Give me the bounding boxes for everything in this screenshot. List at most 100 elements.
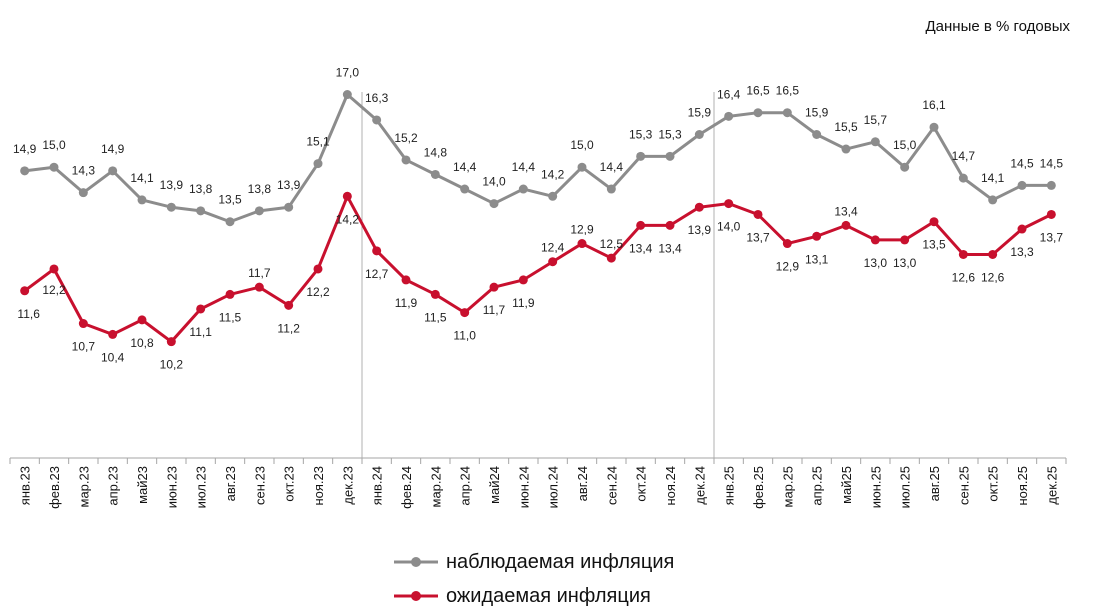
data-point-expected[interactable] [78, 319, 88, 329]
data-point-observed[interactable] [489, 199, 499, 209]
data-point-expected[interactable] [430, 289, 440, 299]
data-point-observed[interactable] [606, 184, 616, 194]
data-point-expected[interactable] [108, 329, 118, 339]
data-point-observed[interactable] [254, 206, 264, 216]
data-point-expected[interactable] [841, 220, 851, 230]
data-point-observed[interactable] [694, 130, 704, 140]
data-label-observed: 15,3 [629, 127, 653, 141]
year-separators [361, 92, 715, 458]
data-label-observed: 14,0 [482, 175, 506, 189]
data-label-expected: 10,8 [130, 336, 154, 350]
data-point-observed[interactable] [518, 184, 528, 194]
data-point-observed[interactable] [137, 195, 147, 205]
data-label-expected: 12,6 [952, 270, 976, 284]
data-label-observed: 15,0 [570, 138, 594, 152]
x-tick-label: дек.23 [340, 466, 355, 505]
data-point-observed[interactable] [812, 130, 822, 140]
data-point-expected[interactable] [166, 337, 176, 347]
data-point-expected[interactable] [548, 257, 558, 267]
data-point-expected[interactable] [1017, 224, 1027, 234]
data-point-expected[interactable] [401, 275, 411, 285]
data-point-observed[interactable] [665, 151, 675, 161]
data-label-observed: 14,9 [101, 142, 125, 156]
data-point-expected[interactable] [812, 231, 822, 241]
data-label-expected: 13,0 [893, 256, 917, 270]
data-point-expected[interactable] [225, 289, 235, 299]
data-point-expected[interactable] [137, 315, 147, 325]
data-point-expected[interactable] [489, 282, 499, 292]
data-point-expected[interactable] [254, 282, 264, 292]
data-label-observed: 15,9 [688, 106, 712, 120]
data-point-observed[interactable] [870, 137, 880, 147]
data-label-expected: 13,5 [922, 238, 946, 252]
data-point-observed[interactable] [958, 173, 968, 183]
data-point-observed[interactable] [313, 159, 323, 169]
x-tick-label: фев.23 [47, 466, 62, 509]
data-point-observed[interactable] [20, 166, 30, 176]
data-point-expected[interactable] [958, 249, 968, 259]
x-tick-label: окт.23 [282, 466, 297, 502]
data-point-expected[interactable] [724, 199, 734, 209]
data-point-observed[interactable] [108, 166, 118, 176]
data-label-expected: 12,6 [981, 270, 1005, 284]
data-point-observed[interactable] [430, 169, 440, 179]
data-point-observed[interactable] [196, 206, 206, 216]
data-point-observed[interactable] [988, 195, 998, 205]
legend-item-observed[interactable]: наблюдаемая инфляция [392, 545, 674, 579]
data-point-expected[interactable] [577, 239, 587, 249]
data-point-expected[interactable] [900, 235, 910, 245]
data-label-expected: 12,9 [570, 223, 594, 237]
data-point-observed[interactable] [342, 90, 352, 100]
data-label-expected: 10,7 [72, 340, 96, 354]
data-point-expected[interactable] [20, 286, 30, 296]
data-label-expected: 13,4 [834, 204, 858, 218]
data-point-expected[interactable] [1046, 209, 1056, 219]
data-point-observed[interactable] [1046, 180, 1056, 190]
data-point-observed[interactable] [900, 162, 910, 172]
data-point-expected[interactable] [49, 264, 59, 274]
data-point-observed[interactable] [1017, 180, 1027, 190]
data-point-expected[interactable] [313, 264, 323, 274]
legend-marker-expected [394, 591, 438, 601]
data-point-expected[interactable] [929, 217, 939, 227]
x-tick-label: ноя.23 [311, 466, 326, 506]
data-point-observed[interactable] [225, 217, 235, 227]
data-point-expected[interactable] [636, 220, 646, 230]
data-point-observed[interactable] [78, 188, 88, 198]
data-point-expected[interactable] [694, 202, 704, 212]
data-point-observed[interactable] [460, 184, 470, 194]
data-point-observed[interactable] [577, 162, 587, 172]
data-point-observed[interactable] [166, 202, 176, 212]
series-line-observed [24, 93, 1052, 224]
data-point-observed[interactable] [284, 202, 294, 212]
data-label-expected: 11,9 [395, 296, 418, 310]
data-point-observed[interactable] [636, 151, 646, 161]
data-point-expected[interactable] [870, 235, 880, 245]
data-point-observed[interactable] [841, 144, 851, 154]
data-point-observed[interactable] [724, 111, 734, 121]
data-point-expected[interactable] [665, 220, 675, 230]
x-tick-label: июн.23 [164, 466, 179, 508]
data-point-observed[interactable] [401, 155, 411, 165]
data-point-observed[interactable] [372, 115, 382, 125]
data-point-observed[interactable] [49, 162, 59, 172]
data-point-expected[interactable] [782, 239, 792, 249]
data-point-expected[interactable] [284, 300, 294, 310]
data-label-expected: 12,9 [776, 260, 800, 274]
data-point-expected[interactable] [196, 304, 206, 314]
data-point-expected[interactable] [606, 253, 616, 263]
data-point-observed[interactable] [548, 191, 558, 201]
data-point-expected[interactable] [988, 249, 998, 259]
data-point-expected[interactable] [460, 308, 470, 318]
data-point-observed[interactable] [753, 108, 763, 118]
data-label-observed: 14,4 [453, 160, 477, 174]
data-point-expected[interactable] [342, 191, 352, 201]
legend-item-expected[interactable]: ожидаемая инфляция [392, 579, 674, 613]
data-point-observed[interactable] [782, 108, 792, 118]
data-label-expected: 13,1 [805, 252, 829, 266]
data-point-expected[interactable] [518, 275, 528, 285]
data-point-expected[interactable] [372, 246, 382, 256]
data-label-expected: 13,9 [688, 223, 712, 237]
data-point-observed[interactable] [929, 122, 939, 132]
data-point-expected[interactable] [753, 209, 763, 219]
